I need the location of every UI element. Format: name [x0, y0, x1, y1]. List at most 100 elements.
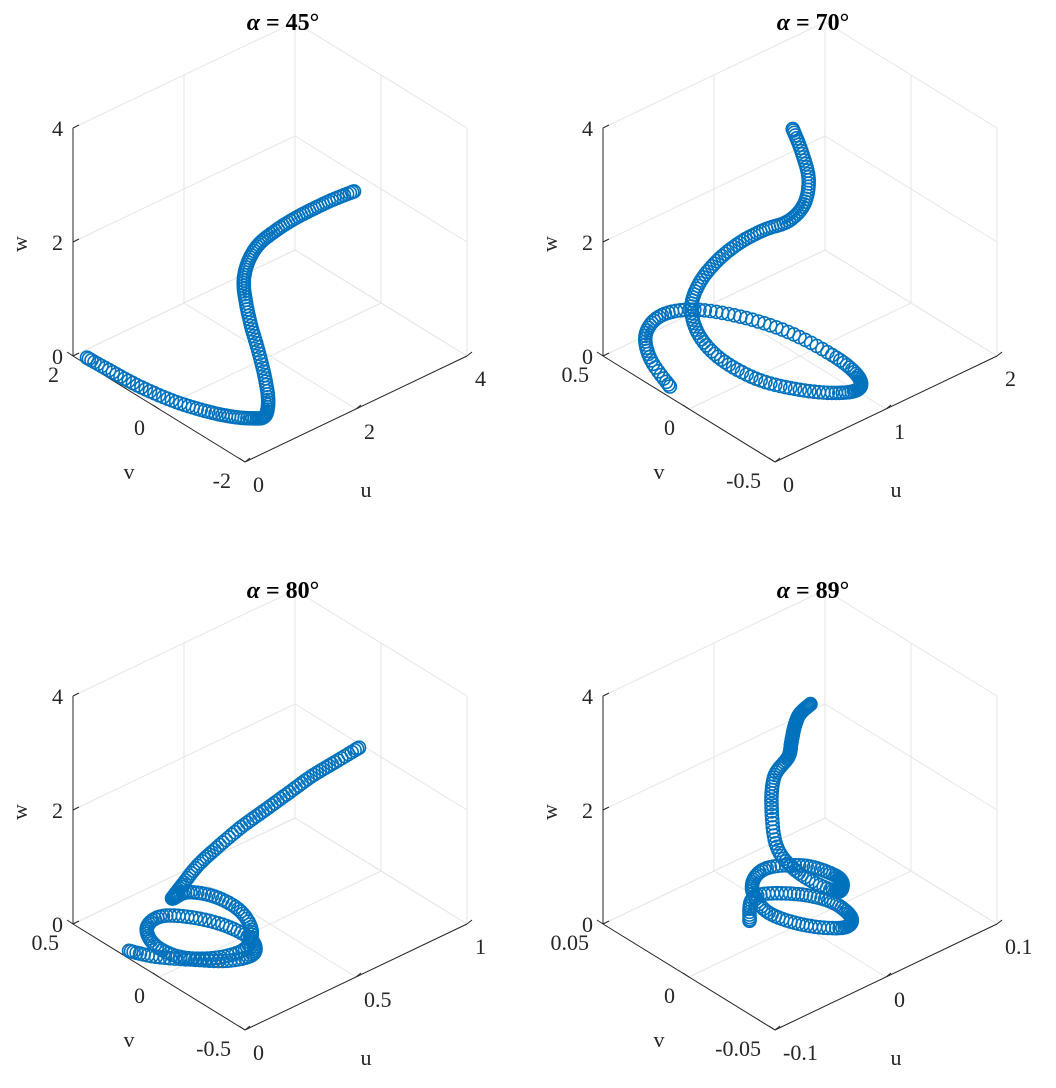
data-point — [785, 121, 801, 137]
gridline — [294, 589, 468, 697]
w-tick — [602, 124, 610, 129]
v-tick-label: 0 — [664, 415, 675, 440]
u-tick-label: 0 — [894, 987, 905, 1012]
gridline — [602, 703, 826, 811]
w-tick-label: 2 — [582, 798, 593, 823]
gridline — [72, 589, 296, 697]
v-axis-label: v — [654, 1027, 665, 1052]
title-rest: = 70° — [790, 10, 849, 36]
gridline — [602, 817, 826, 925]
subplot-title: α = 80° — [247, 578, 320, 604]
data-point — [707, 256, 722, 272]
w-tick — [72, 806, 80, 811]
data-point — [346, 184, 362, 199]
data-point — [704, 258, 720, 274]
subplot-title: α = 89° — [777, 578, 850, 604]
gridline — [72, 249, 296, 357]
subplot-title: α = 70° — [777, 10, 850, 36]
data-point — [650, 363, 666, 379]
u-tick — [996, 919, 1003, 925]
gridline — [294, 703, 468, 811]
data-point — [764, 807, 780, 823]
u-tick-label: 0 — [253, 1040, 264, 1065]
u-tick — [996, 351, 1003, 357]
w-tick — [72, 692, 80, 697]
data-point — [798, 700, 813, 716]
data-point — [709, 253, 725, 269]
w-tick — [72, 124, 80, 129]
u-axis-label: u — [361, 1045, 372, 1070]
v-axis-label: v — [654, 459, 665, 484]
w-tick-label: 0 — [582, 344, 593, 369]
w-tick-label: 0 — [52, 344, 63, 369]
subplot-title: α = 45° — [247, 10, 320, 36]
gridline — [72, 703, 296, 811]
v-tick — [596, 351, 604, 357]
u-tick — [355, 972, 362, 978]
v-axis-label: v — [124, 1027, 135, 1052]
data-point — [178, 873, 193, 888]
v-tick — [682, 404, 690, 410]
data-point — [797, 383, 812, 398]
v-tick — [152, 404, 160, 410]
gridline — [688, 302, 912, 410]
data-point — [721, 357, 737, 373]
data-point — [147, 937, 162, 953]
data-point — [829, 350, 844, 366]
data-point — [782, 380, 798, 396]
data-point — [800, 698, 816, 714]
w-axis-label: w — [7, 804, 32, 820]
data-point — [265, 225, 281, 240]
data-point — [185, 951, 201, 966]
v-tick-label: -2 — [213, 468, 231, 493]
v-tick-label: 0.5 — [32, 930, 60, 955]
data-point — [765, 815, 780, 831]
data-point — [166, 908, 182, 923]
gridline — [824, 703, 998, 811]
u-tick-label: 0.5 — [364, 987, 392, 1012]
u-tick — [885, 972, 892, 978]
v-tick-label: 0.05 — [551, 930, 590, 955]
u-tick-label: -0.1 — [783, 1040, 818, 1065]
w-tick — [72, 920, 80, 925]
v-tick-label: 0 — [664, 983, 675, 1008]
scatter-series — [742, 696, 860, 936]
w-tick — [602, 238, 610, 243]
w-axis-label: w — [7, 236, 32, 252]
u-axis-label: u — [891, 477, 902, 502]
data-point — [782, 886, 798, 901]
data-point — [778, 886, 794, 901]
u-tick-label: 4 — [475, 366, 486, 391]
w-tick — [72, 238, 80, 243]
u-tick — [466, 351, 473, 357]
scatter-series — [79, 184, 362, 426]
data-point — [656, 371, 672, 386]
v-tick-label: 0 — [134, 415, 145, 440]
title-symbol: α — [777, 578, 791, 604]
title-symbol: α — [247, 10, 261, 36]
v-tick — [238, 1025, 246, 1031]
data-point — [192, 952, 208, 968]
u-tick — [244, 1025, 251, 1031]
data-point — [802, 383, 817, 399]
w-tick-label: 2 — [52, 798, 63, 823]
data-point — [831, 385, 847, 401]
scatter-series — [637, 121, 869, 401]
data-point — [351, 740, 367, 756]
title-rest: = 89° — [790, 578, 849, 604]
v-axis-label: v — [124, 459, 135, 484]
w-tick-label: 4 — [582, 116, 593, 141]
u-tick-label: 2 — [1005, 366, 1016, 391]
w-tick-label: 4 — [52, 684, 63, 709]
data-point — [764, 796, 779, 812]
data-point — [803, 696, 818, 712]
title-rest: = 45° — [260, 10, 319, 36]
gridline — [72, 21, 296, 129]
w-tick-label: 2 — [52, 230, 63, 255]
u-tick — [244, 457, 251, 463]
v-tick-label: -0.5 — [726, 468, 761, 493]
w-tick-label: 2 — [582, 230, 593, 255]
